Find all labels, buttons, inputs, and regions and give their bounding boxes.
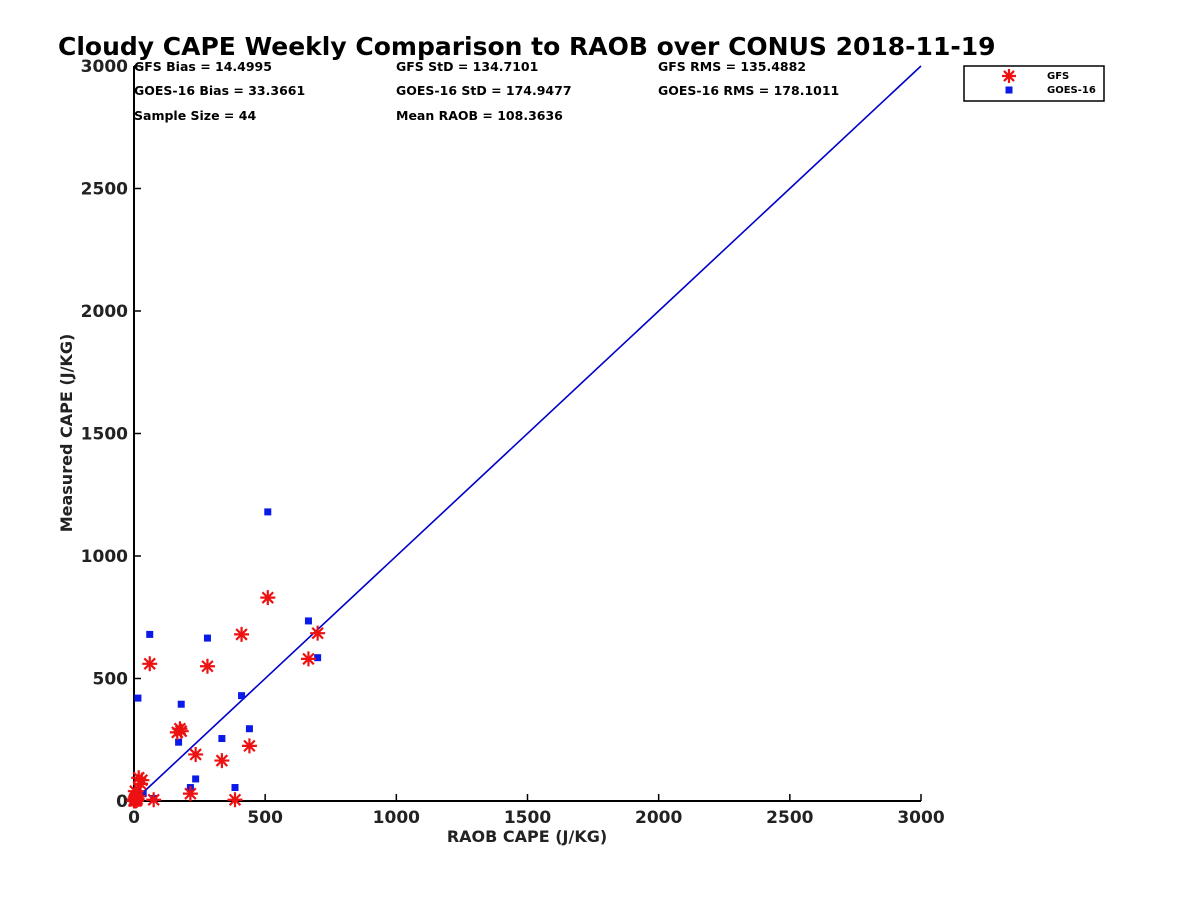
x-axis-ticks: 0 500 1000 1500 2000 2500 3000 bbox=[128, 794, 945, 828]
stat-sample-size: Sample Size = 44 bbox=[134, 108, 256, 123]
goes16-point bbox=[192, 775, 200, 783]
y-tick-label: 1500 bbox=[81, 425, 128, 445]
y-tick-label: 3000 bbox=[81, 57, 128, 77]
x-tick-label: 0 bbox=[128, 808, 140, 828]
stats-block: GFS Bias = 14.4995 GFS StD = 134.7101 GF… bbox=[134, 59, 839, 123]
goes16-point bbox=[245, 725, 253, 733]
x-tick-label: 1000 bbox=[373, 808, 420, 828]
x-tick-label: 2000 bbox=[635, 808, 682, 828]
goes16-point bbox=[146, 630, 154, 638]
gfs-point bbox=[182, 786, 198, 802]
chart-title: Cloudy CAPE Weekly Comparison to RAOB ov… bbox=[58, 32, 996, 61]
data-points bbox=[126, 508, 326, 809]
x-tick-label: 1500 bbox=[504, 808, 551, 828]
stat-goes-bias: GOES-16 Bias = 33.3661 bbox=[134, 83, 305, 98]
gfs-point bbox=[173, 723, 189, 739]
gfs-point bbox=[134, 772, 150, 788]
goes16-point bbox=[238, 692, 246, 700]
gfs-point bbox=[260, 590, 276, 606]
gfs-point bbox=[227, 792, 243, 808]
legend: GFS GOES-16 bbox=[963, 65, 1105, 102]
x-tick-label: 2500 bbox=[766, 808, 813, 828]
goes16-point bbox=[175, 738, 183, 746]
gfs-point bbox=[214, 753, 230, 769]
gfs-point bbox=[127, 783, 143, 799]
gfs-point bbox=[199, 658, 215, 674]
y-tick-label: 2000 bbox=[81, 302, 128, 322]
y-tick-label: 2500 bbox=[81, 180, 128, 200]
stat-goes-rms: GOES-16 RMS = 178.1011 bbox=[658, 83, 839, 98]
gfs-point bbox=[310, 625, 326, 641]
gfs-point bbox=[142, 656, 158, 672]
goes16-point bbox=[304, 617, 312, 625]
y-tick-label: 0 bbox=[116, 792, 128, 812]
legend-goes16-label: GOES-16 bbox=[1047, 85, 1096, 96]
gfs-point bbox=[130, 788, 146, 804]
plot-area: 0 500 1000 1500 2000 2500 3000 0 500 1000 1500 200… bbox=[81, 57, 945, 828]
goes16-point bbox=[134, 694, 142, 702]
y-axis-ticks: 0 500 1000 1500 2000 2500 3000 bbox=[81, 57, 141, 812]
legend-square-icon bbox=[1005, 86, 1013, 94]
goes16-point bbox=[218, 735, 226, 743]
gfs-point bbox=[234, 626, 250, 642]
legend-gfs-label: GFS bbox=[1047, 71, 1069, 82]
goes16-point bbox=[264, 508, 272, 516]
stat-gfs-std: GFS StD = 134.7101 bbox=[396, 59, 538, 74]
gfs-point bbox=[300, 651, 316, 667]
legend-box bbox=[963, 65, 1105, 102]
one-to-one-reference-line bbox=[133, 65, 922, 802]
gfs-point bbox=[146, 792, 162, 808]
legend-gfs-marker bbox=[1002, 69, 1016, 83]
goes16-point bbox=[203, 634, 211, 642]
goes16-point bbox=[231, 784, 239, 792]
goes16-point bbox=[314, 654, 322, 662]
stat-goes-std: GOES-16 StD = 174.9477 bbox=[396, 83, 572, 98]
gfs-point bbox=[188, 746, 204, 762]
gfs-point bbox=[241, 738, 257, 754]
goes16-point bbox=[177, 700, 185, 708]
gfs-point bbox=[133, 776, 149, 792]
x-tick-label: 3000 bbox=[897, 808, 944, 828]
stat-gfs-bias: GFS Bias = 14.4995 bbox=[134, 59, 272, 74]
stat-mean-raob: Mean RAOB = 108.3636 bbox=[396, 108, 563, 123]
x-tick-label: 500 bbox=[247, 808, 283, 828]
y-tick-label: 1000 bbox=[81, 547, 128, 567]
x-axis-label: RAOB CAPE (J/KG) bbox=[447, 827, 607, 846]
y-axis-label: Measured CAPE (J/KG) bbox=[57, 334, 76, 533]
legend-asterisk-icon bbox=[1002, 69, 1016, 83]
y-tick-label: 500 bbox=[93, 670, 129, 690]
legend-goes16-marker bbox=[1005, 86, 1013, 94]
goes16-point bbox=[139, 790, 147, 798]
stat-gfs-rms: GFS RMS = 135.4882 bbox=[658, 59, 806, 74]
